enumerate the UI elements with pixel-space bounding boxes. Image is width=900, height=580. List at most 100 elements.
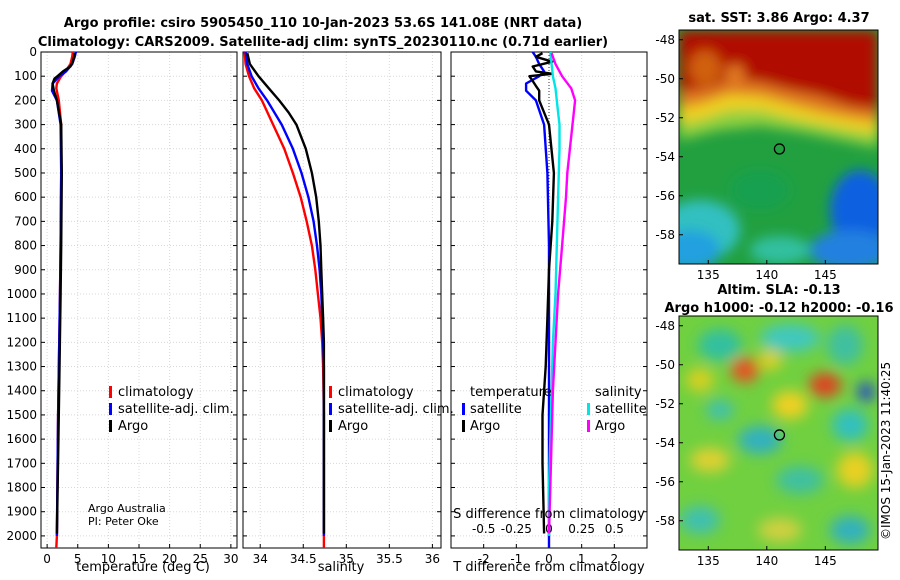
difference-panel: -2 -1 0 1 2-0.5 -0.25 0 0.25 0.5 (450, 51, 648, 566)
legend-label-satellite: satellite-adj. clim. (118, 402, 234, 417)
salinity-legend: climatology satellite-adj. clim. Argo (329, 385, 454, 434)
map-x-tick-label: 140 (755, 268, 778, 282)
legend-swatch-satellite (109, 403, 112, 415)
series-line-salinity-satellite (547, 51, 561, 536)
x-tick-label: 25 (193, 552, 208, 566)
difference-xlabel-top: S difference from climatology (453, 507, 645, 522)
map-x-tick-label: 145 (814, 268, 837, 282)
watermark: ©IMOS 15-Jan-2023 11:40:25 (879, 362, 893, 540)
legend-label-sal-satellite: satellite (595, 402, 647, 417)
x-tick-label: 30 (223, 552, 238, 566)
y-tick-label: 1000 (6, 287, 37, 301)
legend-title-temperature: temperature (470, 385, 552, 400)
y-tick-label: 0 (29, 45, 37, 59)
map-y-tick-label: -48 (655, 33, 675, 47)
y-tick-label: 300 (14, 118, 37, 132)
y-tick-label: 200 (14, 93, 37, 107)
sla-map-axes: 135 140 145 -48 -50 -52 -54 -56 -58 (655, 319, 836, 568)
y-tick-label: 600 (14, 190, 37, 204)
plot-frame (40, 51, 238, 549)
y-tick-label: 1100 (6, 311, 37, 325)
map-y-tick-label: -58 (655, 514, 675, 528)
map-y-tick-label: -56 (655, 189, 675, 203)
y-tick-label: 1300 (6, 360, 37, 374)
figure-title-line1: Argo profile: csiro 5905450_110 10-Jan-2… (64, 16, 582, 31)
series-line-salinity-argo (547, 52, 577, 534)
x-tick-label: 34.5 (290, 552, 317, 566)
legend-swatch-temp-argo (462, 420, 465, 432)
sst-argo-location-marker (773, 143, 786, 155)
difference-legend: temperature satellite Argo salinity sate… (462, 385, 647, 434)
x-tick-label: 34 (253, 552, 268, 566)
y-tick-label: 700 (14, 214, 37, 228)
legend-swatch-sal-satellite (587, 403, 590, 415)
legend-label-argo: Argo (338, 419, 368, 434)
map-y-tick-label: -58 (655, 228, 675, 242)
legend-label-argo: Argo (118, 419, 148, 434)
x-tick-label: 35.5 (376, 552, 403, 566)
sla-argo-location-marker (773, 429, 786, 441)
sla-map-frame (678, 315, 879, 551)
s-tick-label: -0.25 (501, 522, 532, 536)
map-y-tick-label: -54 (655, 150, 675, 164)
map-y-tick-label: -54 (655, 436, 675, 450)
s-tick-label: 0.5 (605, 522, 624, 536)
temperature-legend: climatology satellite-adj. clim. Argo (109, 385, 234, 434)
map-y-tick-label: -56 (655, 475, 675, 489)
y-tick-label: 1600 (6, 432, 37, 446)
legend-label-climatology: climatology (118, 385, 194, 400)
legend-swatch-temp-satellite (462, 403, 465, 415)
map-y-tick-label: -52 (655, 397, 675, 411)
map-x-tick-label: 145 (814, 554, 837, 568)
x-tick-label: 1 (578, 552, 586, 566)
x-tick-label: 36 (425, 552, 440, 566)
temperature-xlabel: temperature (deg C) (76, 560, 210, 575)
legend-swatch-satellite (329, 403, 332, 415)
temperature-panel: 0 100 200 300 400 500 600 700 800 900 1000 1100 1200… (6, 45, 238, 566)
y-tick-label: 800 (14, 239, 37, 253)
y-tick-label: 400 (14, 142, 37, 156)
x-tick-label: 15 (131, 552, 146, 566)
map-y-tick-label: -52 (655, 111, 675, 125)
plot-frame (242, 51, 442, 549)
x-tick-label: -2 (478, 552, 490, 566)
s-tick-label: -0.5 (472, 522, 495, 536)
y-tick-label: 2000 (6, 529, 37, 543)
legend-label-sal-argo: Argo (595, 419, 625, 434)
x-tick-label: 20 (162, 552, 177, 566)
figure-title-line2: Climatology: CARS2009. Satellite-adj cli… (38, 35, 608, 50)
y-tick-label: 1400 (6, 384, 37, 398)
sla-heatmap (679, 316, 878, 550)
series-line-temperature-argo (528, 52, 556, 534)
y-tick-label: 100 (14, 69, 37, 83)
series-line-climatology (243, 51, 326, 548)
sst-map-title: sat. SST: 3.86 Argo: 4.37 (688, 11, 869, 26)
legend-label-temp-argo: Argo (470, 419, 500, 434)
x-tick-label: 5 (74, 552, 82, 566)
sla-map-title2: Argo h1000: -0.12 h2000: -0.16 (664, 301, 893, 316)
y-tick-label: 1500 (6, 408, 37, 422)
sla-map-title: Altim. SLA: -0.13 (717, 283, 840, 298)
map-y-tick-label: -50 (655, 358, 675, 372)
legend-swatch-climatology (109, 386, 112, 398)
y-tick-label: 500 (14, 166, 37, 180)
s-tick-label: 0.25 (568, 522, 595, 536)
y-tick-label: 1700 (6, 456, 37, 470)
sst-heatmap (679, 30, 878, 264)
map-y-tick-label: -48 (655, 319, 675, 333)
y-tick-label: 1200 (6, 335, 37, 349)
difference-xlabel: T difference from climatology (452, 560, 645, 575)
y-tick-label: 1800 (6, 481, 37, 495)
legend-swatch-climatology (329, 386, 332, 398)
series-line-temperature-satellite (524, 51, 551, 548)
map-y-tick-label: -50 (655, 72, 675, 86)
series-line-satellite-adj-clim- (50, 51, 78, 536)
map-x-tick-label: 135 (697, 554, 720, 568)
salinity-panel: 34 34.5 35 35.5 36 (242, 51, 442, 566)
x-tick-label: -1 (510, 552, 522, 566)
legend-label-satellite: satellite-adj. clim. (338, 402, 454, 417)
sst-map-frame (678, 29, 879, 265)
salinity-xlabel: salinity (318, 560, 365, 575)
y-tick-label: 900 (14, 263, 37, 277)
